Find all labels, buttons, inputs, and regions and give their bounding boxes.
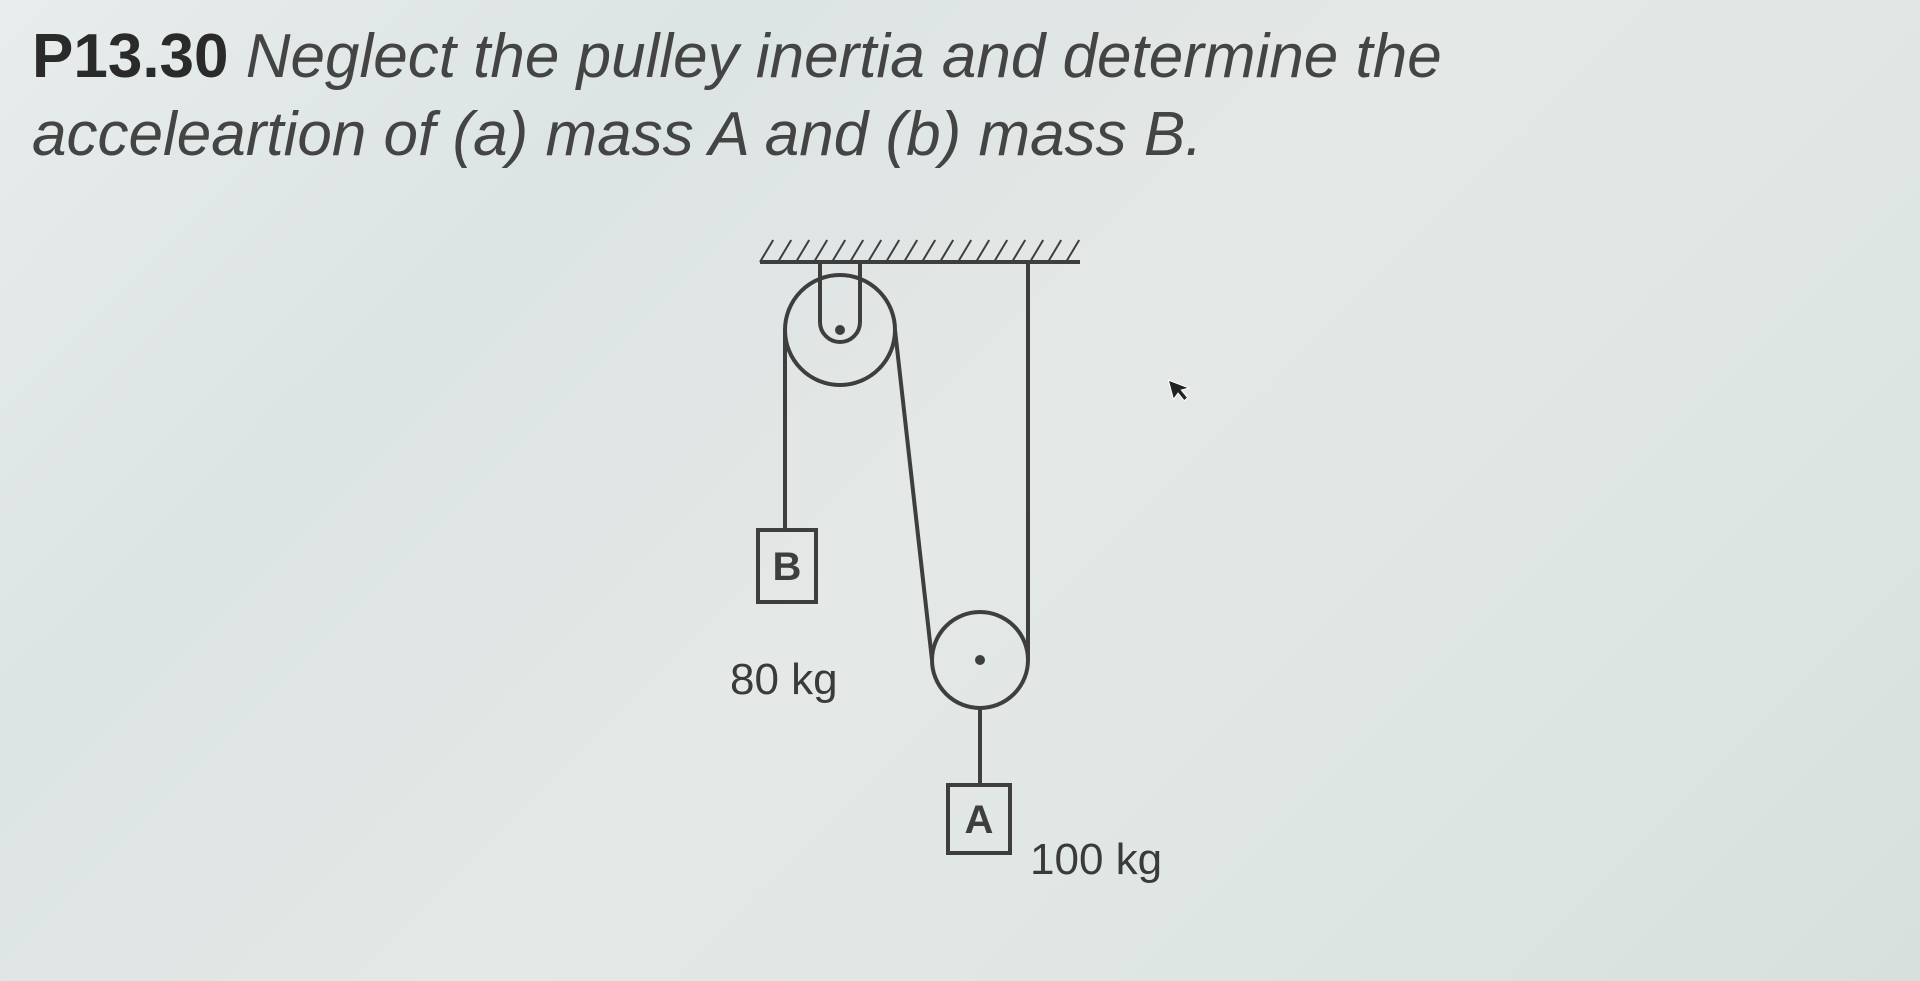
svg-text:A: A xyxy=(965,798,994,842)
problem-number: P13.30 xyxy=(32,22,229,91)
pulley-diagram: BA 80 kg 100 kg xyxy=(700,220,1300,920)
svg-text:B: B xyxy=(773,545,802,589)
mass-a-label: 100 kg xyxy=(1030,835,1162,885)
diagram-svg: BA xyxy=(700,220,1300,920)
problem-statement: P13.30 Neglect the pulley inertia and de… xyxy=(32,18,1880,173)
problem-line1: Neglect the pulley inertia and determine… xyxy=(229,22,1442,91)
problem-line2: acceleartion of (a) mass A and (b) mass … xyxy=(32,100,1202,169)
mass-b-label: 80 kg xyxy=(730,655,838,705)
